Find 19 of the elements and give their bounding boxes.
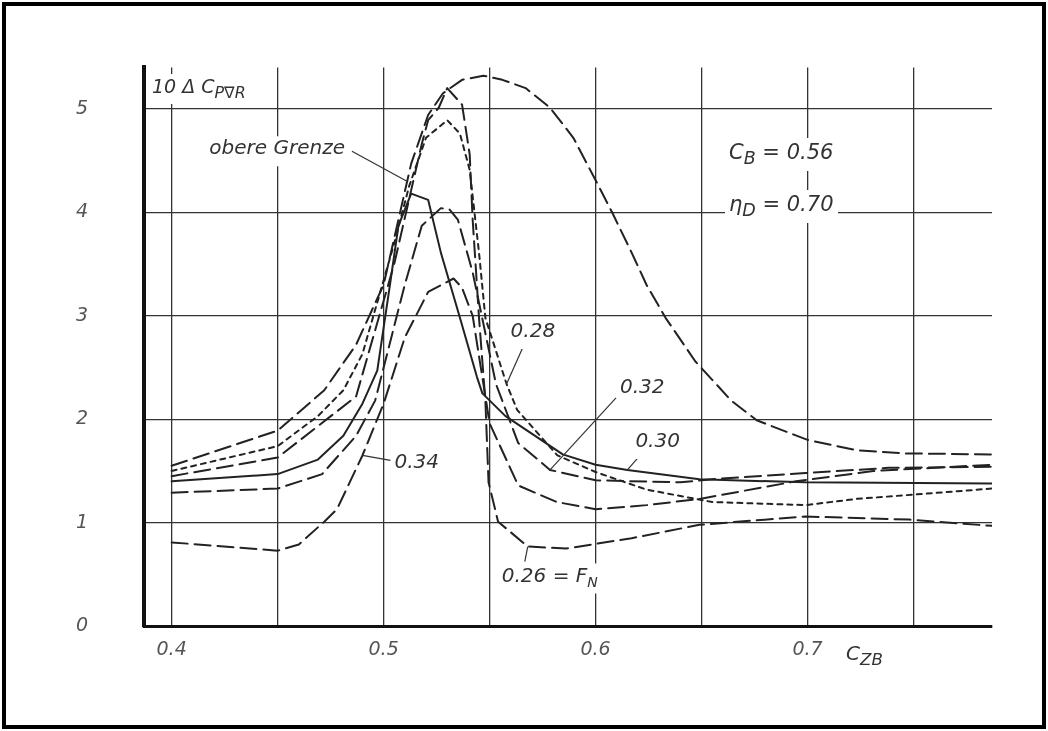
x-tick-label: 0.4 xyxy=(156,636,187,659)
annotation: C$_{B}$ = 0.56 xyxy=(725,138,838,172)
x-axis-title: C$_{ZB}$ xyxy=(842,640,887,672)
y-axis-title: 10 Δ C$_{P∇R}$ xyxy=(148,74,250,104)
annotation: 0.32 xyxy=(620,374,665,399)
annotation: obere Grenze xyxy=(209,135,345,160)
y-tick-label: 5 xyxy=(75,95,89,118)
y-tick-label: 2 xyxy=(75,406,89,429)
annotation: η$_{D}$ = 0.70 xyxy=(725,190,838,224)
annotation: 0.30 xyxy=(635,428,680,453)
x-tick-label: 0.6 xyxy=(580,636,611,659)
y-tick-label: 1 xyxy=(75,509,89,532)
y-tick-label: 3 xyxy=(75,302,89,325)
annotation: 0.28 xyxy=(510,318,556,343)
x-tick-label: 0.5 xyxy=(368,636,399,659)
y-tick-label: 4 xyxy=(75,199,89,222)
annotation: 0.34 xyxy=(394,448,439,473)
y-tick-label: 0 xyxy=(75,613,89,636)
x-tick-label: 0.7 xyxy=(792,636,823,659)
